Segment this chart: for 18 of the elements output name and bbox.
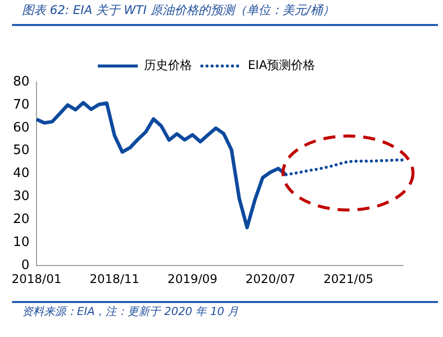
y-tick-label: 80 [12, 74, 30, 90]
chart-title: 图表 62: EIA 关于 WTI 原油价格的预测（单位：美元/桶） [22, 2, 334, 19]
x-tick-label: 2021/05 [323, 272, 374, 286]
y-tick-label: 70 [12, 97, 30, 112]
y-tick-label: 0 [21, 258, 30, 273]
x-tick-label: 2018/01 [12, 272, 62, 286]
y-tick-label: 20 [12, 212, 30, 228]
legend-label: 历史价格 [144, 58, 192, 72]
text: 资料来源：EIA，注：更新于 2020 年 10 月 [22, 304, 239, 319]
y-tick-label: 10 [12, 235, 30, 250]
y-tick-label: 60 [12, 120, 30, 136]
y-tick-label: 30 [12, 189, 30, 204]
y-tick-label: 50 [12, 143, 30, 158]
x-tick-label: 2018/11 [90, 272, 140, 286]
legend-label: EIA预测价格 [248, 58, 316, 72]
x-tick-label: 2019/09 [168, 272, 218, 286]
y-tick-label: 40 [12, 166, 30, 182]
x-tick-label: 2020/07 [246, 272, 296, 286]
